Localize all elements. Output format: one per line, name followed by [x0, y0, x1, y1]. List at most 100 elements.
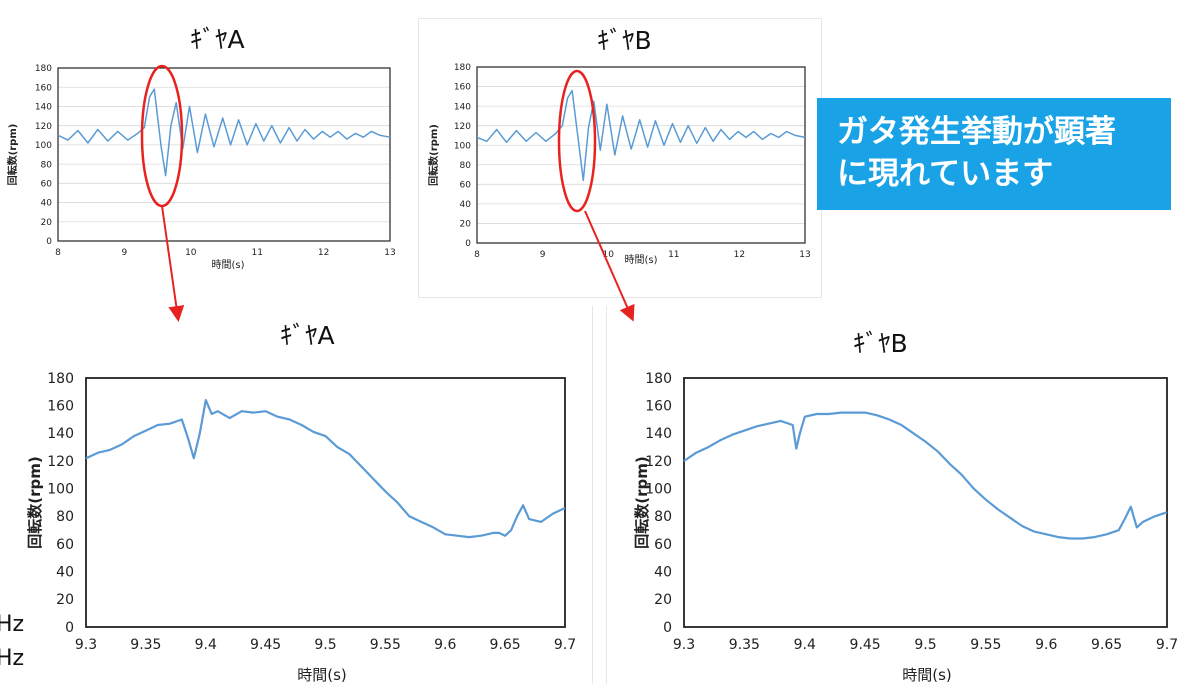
x-tick-label: 11	[668, 250, 679, 260]
chart-title: ｷﾞﾔA	[190, 25, 245, 54]
series-line	[683, 411, 1168, 540]
y-tick-label: 60	[460, 180, 472, 190]
x-tick-label: 13	[384, 248, 395, 258]
y-tick-label: 20	[460, 220, 472, 230]
y-tick-label: 180	[47, 371, 74, 387]
y-axis-label: 回転数(rpm)	[633, 456, 651, 548]
x-axis-label: 時間(s)	[211, 259, 244, 271]
panel-bottom-right: ｷﾞﾔB 0 20 40 60 80 100 120 140 160 180 9.3 9.35 9.4 9…	[606, 306, 1180, 684]
y-tick-label: 140	[35, 103, 52, 113]
y-tick-label: 120	[47, 454, 74, 470]
y-tick-label: 120	[645, 454, 672, 470]
y-tick-label: 120	[35, 122, 52, 132]
x-tick-label: 9	[122, 248, 128, 258]
series-line	[85, 398, 566, 539]
x-tick-label: 9.65	[1091, 637, 1122, 653]
y-tick-label: 80	[56, 509, 74, 525]
y-tick-label: 180	[645, 371, 672, 387]
y-tick-label: 100	[35, 141, 52, 151]
x-tick-label: 8	[55, 248, 61, 258]
y-tick-label: 40	[41, 199, 53, 209]
x-tick-label: 10	[602, 250, 614, 260]
series-line	[57, 88, 391, 177]
x-tick-label: 9.4	[794, 637, 816, 653]
y-tick-label: 160	[35, 83, 52, 93]
x-axis-label: 時間(s)	[297, 666, 347, 684]
x-tick-label: 12	[318, 248, 329, 258]
x-tick-label: 9.45	[250, 637, 281, 653]
x-tick-label: 9.35	[130, 637, 161, 653]
plot-frame	[85, 377, 566, 628]
panel-top-left: ｷﾞﾔA 0 20 40 60 80 100 120 140 160 180 8 9 10 11 12 13 時…	[0, 14, 408, 302]
y-tick-label: 40	[56, 565, 74, 581]
x-tick-label: 9.7	[554, 637, 576, 653]
x-tick-label: 9.7	[1156, 637, 1178, 653]
x-tick-label: 8	[474, 250, 480, 260]
y-tick-label: 100	[454, 141, 471, 151]
x-axis-label: 時間(s)	[902, 666, 952, 684]
y-axis-label: 回転数(rpm)	[6, 124, 19, 186]
y-tick-label: 80	[460, 161, 472, 171]
x-tick-label: 9.55	[970, 637, 1001, 653]
x-tick-label: 9.65	[490, 637, 521, 653]
x-tick-label: 9.45	[850, 637, 881, 653]
plot-frame	[57, 67, 391, 242]
x-tick-label: 13	[799, 250, 810, 260]
chart-gear-a-zoom: 0 20 40 60 80 100 120 140 160 180 9.3 9.35 9.4 9.45 9.…	[26, 371, 576, 684]
y-tick-label: 180	[35, 64, 52, 74]
x-tick-label: 9.5	[314, 637, 336, 653]
chart-title: ｷﾞﾔB	[597, 26, 652, 55]
x-tick-label: 12	[734, 250, 745, 260]
x-tick-label: 9.35	[729, 637, 760, 653]
y-tick-label: 0	[465, 239, 471, 249]
series-line	[476, 89, 806, 182]
x-tick-label: 9.4	[195, 637, 217, 653]
chart-gear-b-overview: 0 20 40 60 80 100 120 140 160 180 8 9 10 11 12 13 時間(s) 回…	[427, 63, 811, 266]
y-axis-label: 回転数(rpm)	[427, 124, 440, 186]
x-tick-label: 9.55	[370, 637, 401, 653]
x-tick-label: 9.6	[1035, 637, 1057, 653]
y-tick-label: 20	[41, 218, 53, 228]
x-axis-label: 時間(s)	[624, 254, 657, 266]
y-tick-label: 80	[41, 160, 53, 170]
x-tick-label: 9.5	[914, 637, 936, 653]
y-tick-label: 160	[645, 399, 672, 415]
y-tick-label: 40	[460, 200, 472, 210]
y-tick-label: 20	[654, 592, 672, 608]
y-tick-label: 160	[454, 83, 471, 93]
chart-title: ｷﾞﾔB	[853, 329, 908, 358]
y-tick-label: 0	[46, 237, 52, 247]
y-tick-label: 140	[47, 426, 74, 442]
chart-title: ｷﾞﾔA	[280, 321, 335, 350]
y-tick-label: 80	[654, 509, 672, 525]
callout-box: ガタ発生挙動が顕著 に現れています	[817, 98, 1171, 210]
x-tick-label: 9.6	[434, 637, 456, 653]
y-tick-label: 20	[56, 592, 74, 608]
y-axis-label: 回転数(rpm)	[26, 456, 44, 548]
cut-label-2: Hz	[0, 646, 25, 671]
callout-line-1: ガタ発生挙動が顕著	[837, 114, 1116, 150]
panel-top-middle: ｷﾞﾔB 0 20 40 60 80 100 120 140 160 180 8 9 10 11 12 13 時…	[418, 18, 822, 298]
x-tick-label: 11	[251, 248, 262, 258]
x-tick-label: 9.3	[673, 637, 695, 653]
callout-line-2: に現れています	[837, 156, 1054, 192]
y-tick-label: 140	[645, 426, 672, 442]
x-tick-label: 9.3	[75, 637, 97, 653]
chart-gear-b-zoom: 0 20 40 60 80 100 120 140 160 180 9.3 9.35 9.4 9.45 9.…	[633, 371, 1178, 684]
y-tick-label: 60	[41, 179, 53, 189]
y-tick-label: 100	[47, 482, 74, 498]
y-tick-label: 0	[663, 620, 672, 636]
y-tick-label: 60	[56, 537, 74, 553]
cut-label-1: Hz	[0, 612, 25, 637]
y-tick-label: 180	[454, 63, 471, 73]
x-tick-label: 10	[185, 248, 197, 258]
panel-bottom-left: ｷﾞﾔA 0 20 40 60 80 100 120 140 160 180 9.3 9.35 9.4 9…	[0, 306, 593, 684]
y-tick-label: 160	[47, 399, 74, 415]
plot-frame	[476, 66, 806, 244]
y-tick-label: 140	[454, 102, 471, 112]
y-tick-label: 0	[65, 620, 74, 636]
chart-gear-a-overview: 0 20 40 60 80 100 120 140 160 180 8 9 10 11 12 13 時間(s) 回…	[6, 64, 396, 271]
y-tick-label: 120	[454, 122, 471, 132]
y-tick-label: 100	[645, 482, 672, 498]
x-tick-label: 9	[540, 250, 546, 260]
